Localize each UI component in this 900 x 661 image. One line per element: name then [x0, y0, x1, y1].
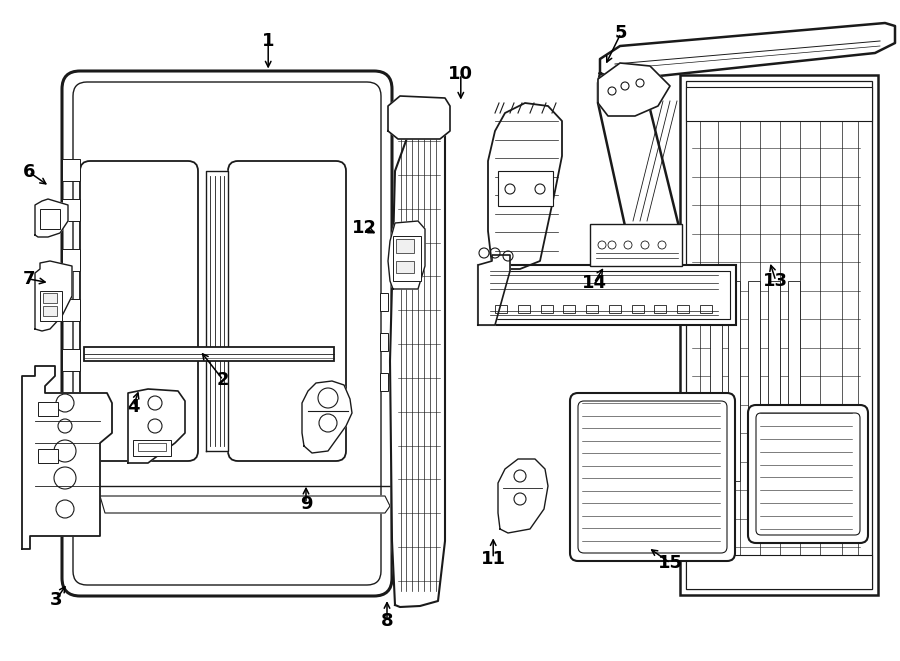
Bar: [686, 81, 872, 589]
Bar: [40, 209, 60, 229]
FancyBboxPatch shape: [80, 161, 198, 461]
Text: 12: 12: [352, 219, 377, 237]
Bar: [590, 224, 682, 266]
Bar: [632, 305, 644, 313]
Bar: [396, 239, 414, 253]
Bar: [138, 443, 166, 451]
Polygon shape: [598, 63, 670, 116]
Polygon shape: [498, 459, 548, 533]
FancyBboxPatch shape: [578, 401, 727, 553]
FancyBboxPatch shape: [73, 82, 381, 585]
Bar: [62, 199, 80, 221]
Polygon shape: [600, 23, 895, 81]
Polygon shape: [35, 199, 68, 237]
Bar: [710, 281, 722, 481]
Polygon shape: [478, 255, 510, 325]
Bar: [768, 281, 780, 481]
Bar: [380, 333, 388, 351]
Bar: [62, 159, 80, 181]
Bar: [586, 305, 598, 313]
Bar: [43, 306, 57, 316]
Text: 13: 13: [763, 272, 788, 290]
Polygon shape: [100, 496, 390, 513]
Bar: [680, 75, 878, 595]
Polygon shape: [388, 221, 425, 289]
Text: 9: 9: [300, 494, 312, 513]
Bar: [518, 305, 530, 313]
Bar: [686, 87, 872, 121]
Polygon shape: [390, 113, 445, 607]
Polygon shape: [488, 103, 562, 269]
Bar: [62, 299, 80, 321]
Bar: [609, 305, 621, 313]
Text: 6: 6: [22, 163, 35, 181]
Bar: [484, 271, 730, 319]
Bar: [380, 373, 388, 391]
Bar: [748, 281, 760, 481]
Bar: [478, 265, 736, 325]
Bar: [380, 293, 388, 311]
FancyBboxPatch shape: [62, 71, 392, 596]
Bar: [728, 281, 740, 481]
FancyBboxPatch shape: [748, 405, 868, 543]
Bar: [38, 449, 58, 463]
Text: 14: 14: [581, 274, 607, 292]
Text: 11: 11: [481, 549, 506, 568]
Bar: [498, 171, 553, 206]
Text: 8: 8: [381, 612, 393, 631]
Bar: [541, 305, 553, 313]
Bar: [43, 293, 57, 303]
FancyBboxPatch shape: [756, 413, 860, 535]
Text: 1: 1: [262, 32, 274, 50]
Text: 10: 10: [448, 65, 473, 83]
Bar: [62, 349, 80, 371]
Text: 2: 2: [217, 371, 230, 389]
FancyBboxPatch shape: [228, 161, 346, 461]
Bar: [686, 555, 872, 589]
Polygon shape: [302, 381, 352, 453]
Text: 5: 5: [615, 24, 627, 42]
Text: 4: 4: [127, 397, 140, 416]
Text: 15: 15: [658, 554, 683, 572]
Text: 7: 7: [22, 270, 35, 288]
Bar: [396, 261, 414, 273]
Bar: [495, 305, 507, 313]
Polygon shape: [35, 261, 72, 331]
Bar: [677, 305, 689, 313]
Bar: [700, 305, 712, 313]
Text: 3: 3: [50, 591, 62, 609]
Bar: [393, 236, 421, 281]
Bar: [38, 402, 58, 416]
FancyBboxPatch shape: [570, 393, 735, 561]
Polygon shape: [388, 96, 450, 139]
Polygon shape: [22, 366, 112, 549]
Bar: [563, 305, 575, 313]
Polygon shape: [598, 73, 680, 249]
Bar: [788, 281, 800, 481]
Bar: [40, 291, 62, 321]
Bar: [84, 347, 334, 361]
Bar: [62, 249, 80, 271]
Bar: [133, 440, 171, 456]
Polygon shape: [128, 389, 185, 463]
Polygon shape: [206, 171, 228, 451]
Bar: [654, 305, 666, 313]
